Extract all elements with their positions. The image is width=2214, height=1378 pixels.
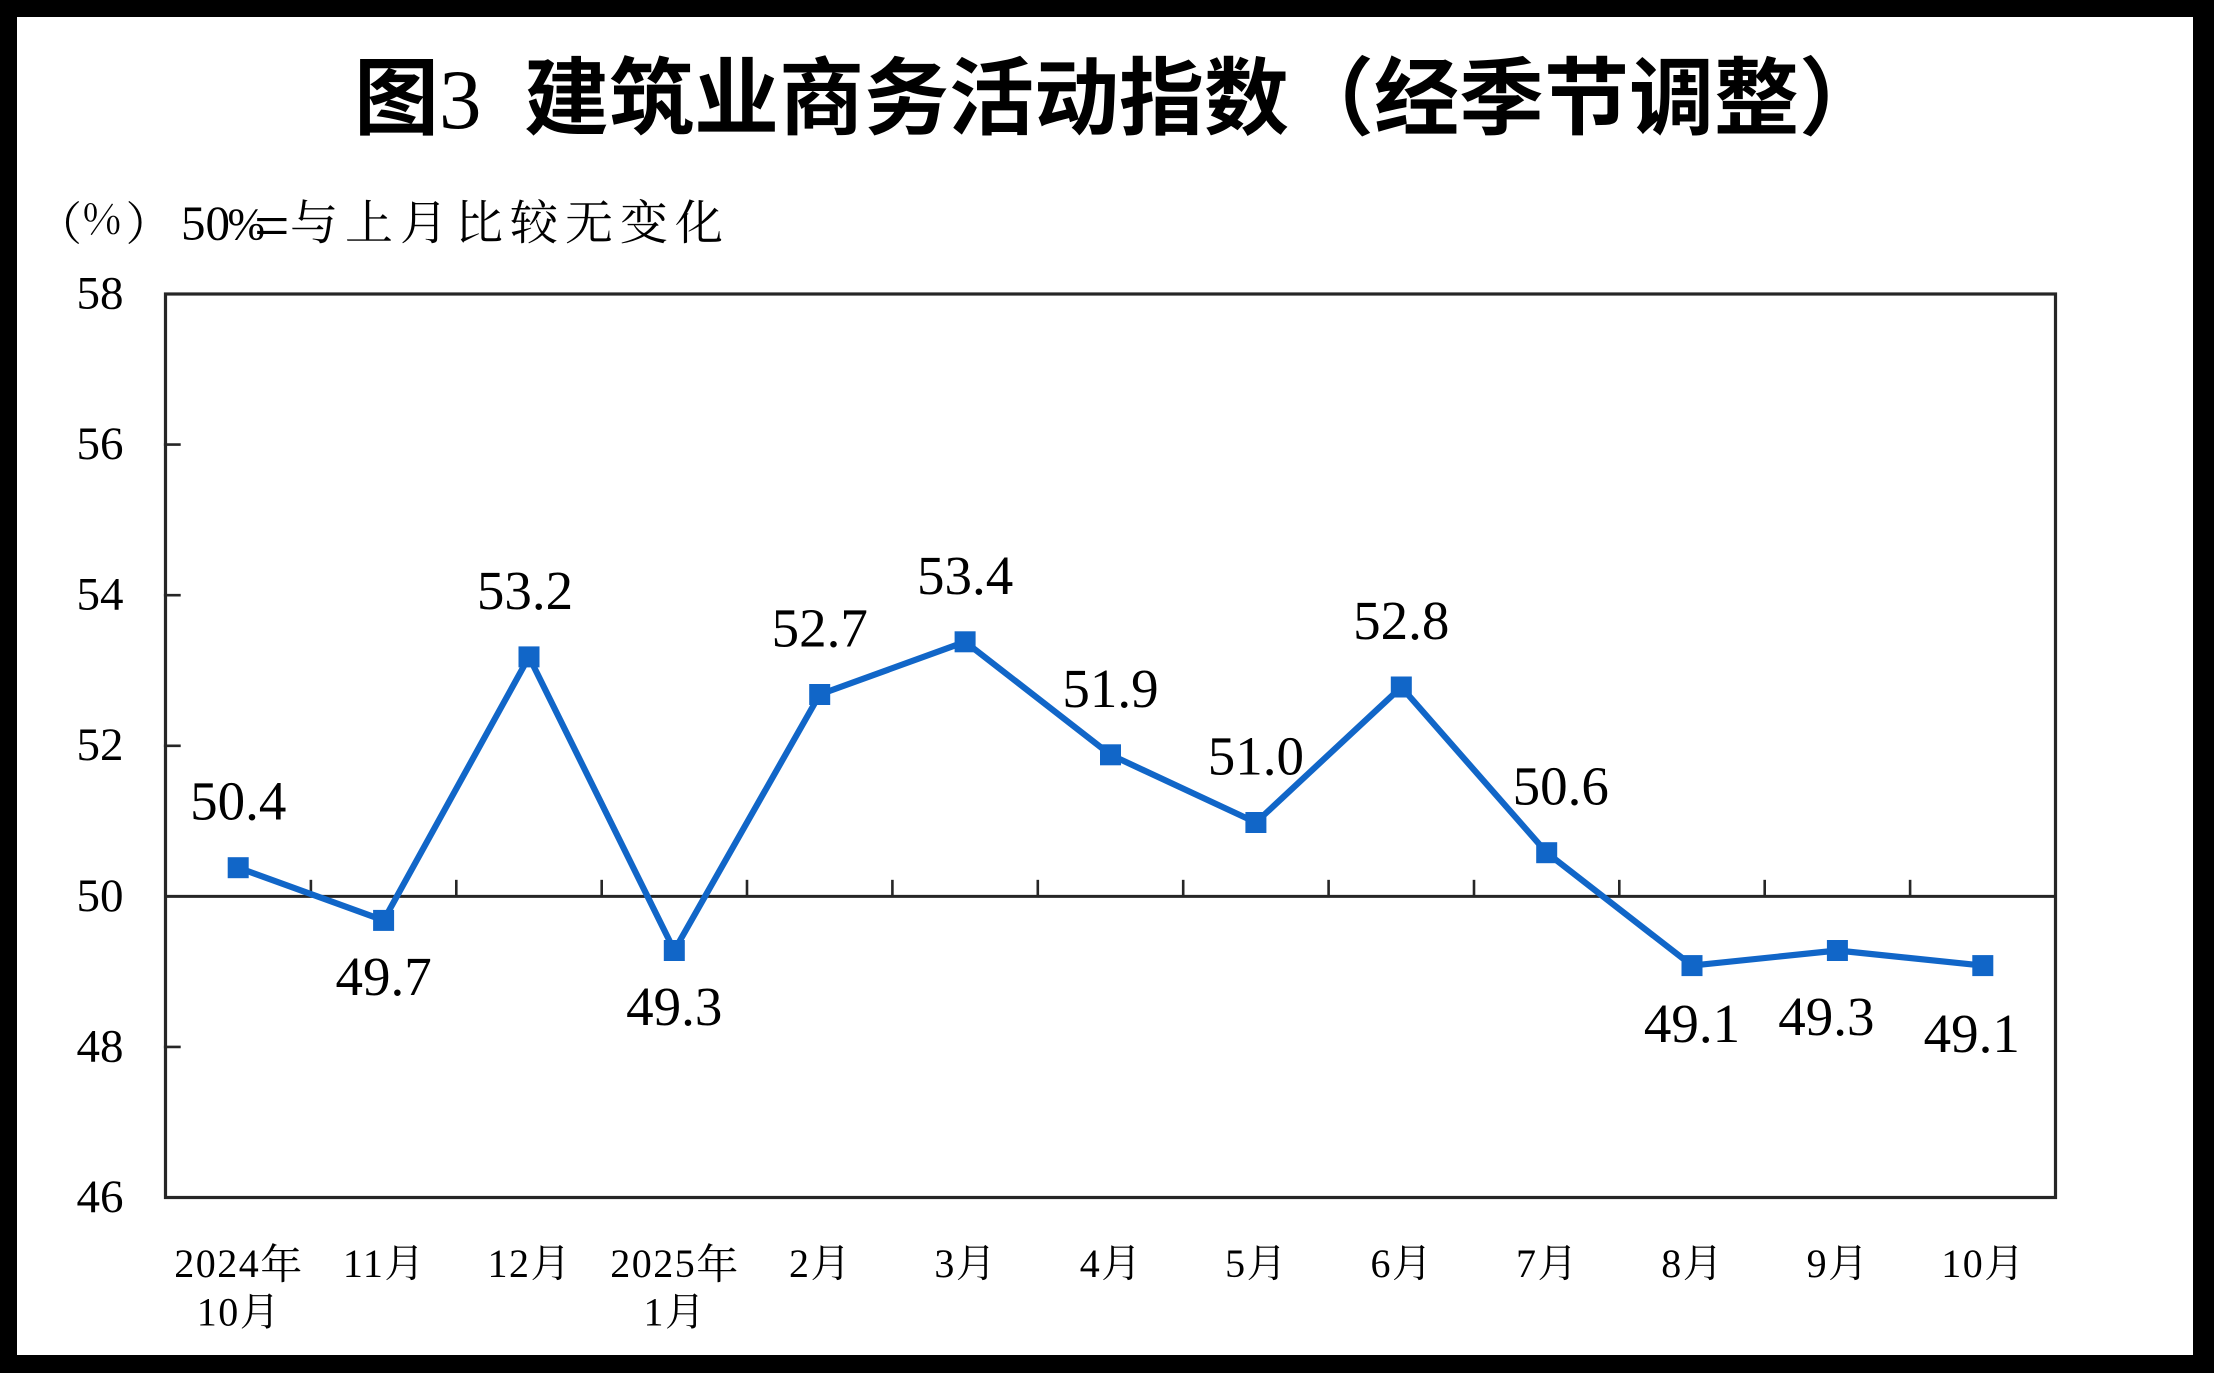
svg-text:图3 建筑业商务活动指数（经季节调整）: 图3 建筑业商务活动指数（经季节调整） — [354, 30, 1884, 153]
svg-text:9月: 9月 — [1807, 1232, 1869, 1289]
svg-text:50: 50 — [77, 870, 124, 922]
svg-text:6月: 6月 — [1371, 1232, 1433, 1289]
svg-text:58: 58 — [77, 268, 124, 320]
svg-text:7月: 7月 — [1516, 1232, 1578, 1289]
svg-text:52: 52 — [77, 719, 124, 771]
svg-text:46: 46 — [77, 1171, 124, 1223]
svg-text:51.0: 51.0 — [1208, 726, 1304, 787]
svg-text:与上月比较无变化: 与上月比较无变化 — [290, 185, 730, 254]
svg-text:49.3: 49.3 — [626, 976, 722, 1037]
svg-text:10月: 10月 — [197, 1281, 280, 1338]
svg-text:53.2: 53.2 — [477, 560, 573, 621]
svg-text:51.9: 51.9 — [1062, 658, 1158, 719]
svg-text:11月: 11月 — [343, 1232, 425, 1289]
svg-text:49.3: 49.3 — [1778, 986, 1874, 1047]
svg-text:49.1: 49.1 — [1644, 993, 1740, 1054]
svg-text:10月: 10月 — [1941, 1232, 2024, 1289]
svg-text:52.8: 52.8 — [1353, 590, 1449, 651]
svg-text:）: ） — [126, 188, 172, 254]
svg-text:%: % — [228, 200, 266, 250]
svg-text:5月: 5月 — [1225, 1232, 1287, 1289]
svg-text:12月: 12月 — [488, 1232, 571, 1289]
svg-text:50.6: 50.6 — [1513, 756, 1609, 817]
svg-text:2月: 2月 — [789, 1232, 851, 1289]
svg-text:50.4: 50.4 — [190, 771, 286, 832]
svg-text:56: 56 — [77, 418, 124, 470]
svg-text:50: 50 — [181, 196, 230, 251]
svg-text:54: 54 — [77, 569, 124, 621]
svg-text:2024年: 2024年 — [174, 1232, 302, 1292]
svg-text:8月: 8月 — [1661, 1232, 1723, 1289]
svg-text:49.1: 49.1 — [1924, 1003, 2020, 1064]
svg-text:53.4: 53.4 — [917, 545, 1013, 606]
svg-text:49.7: 49.7 — [335, 946, 431, 1007]
svg-text:=: = — [254, 191, 290, 261]
svg-text:3月: 3月 — [934, 1232, 996, 1289]
svg-text:4月: 4月 — [1080, 1232, 1142, 1289]
svg-text:52.7: 52.7 — [772, 598, 868, 659]
svg-text:（: （ — [36, 188, 82, 254]
svg-text:2025年: 2025年 — [610, 1232, 738, 1292]
svg-text:48: 48 — [77, 1020, 124, 1072]
svg-text:%: % — [83, 187, 122, 247]
svg-text:1月: 1月 — [644, 1281, 706, 1338]
